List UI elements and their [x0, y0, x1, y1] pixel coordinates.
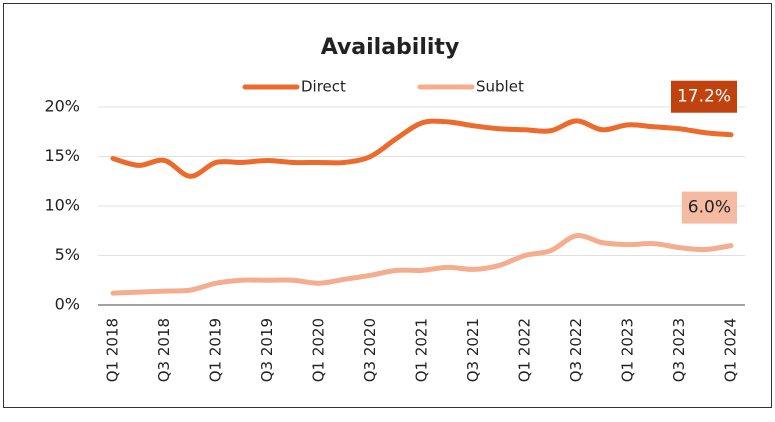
legend-label: Sublet — [476, 78, 524, 96]
x-tick-label: Q1 2024 — [722, 318, 740, 382]
value-label: 17.2% — [670, 80, 737, 113]
y-tick-label: 10% — [44, 196, 80, 215]
legend-label: Direct — [301, 78, 346, 96]
series-line — [110, 233, 734, 296]
value-label-box — [670, 80, 737, 113]
value-label: 6.0% — [681, 191, 737, 224]
x-tick-label: Q3 2021 — [464, 318, 482, 382]
x-tick-label: Q1 2021 — [413, 318, 431, 382]
chart-title: Availability — [321, 35, 460, 60]
y-tick-label: 20% — [44, 97, 80, 116]
value-label-text: 17.2% — [677, 87, 731, 107]
value-label-text: 6.0% — [688, 198, 731, 218]
y-tick-label: 5% — [55, 245, 80, 264]
x-tick-label: Q3 2020 — [361, 318, 379, 382]
value-label-box — [681, 191, 737, 224]
x-tick-label: Q3 2018 — [155, 318, 173, 382]
x-tick-label: Q1 2019 — [207, 318, 225, 382]
x-tick-label: Q1 2020 — [310, 318, 328, 382]
x-tick-label: Q1 2023 — [619, 318, 637, 382]
x-tick-label: Q1 2018 — [104, 318, 122, 382]
x-tick-label: Q3 2022 — [567, 318, 585, 382]
x-tick-label: Q3 2023 — [670, 318, 688, 382]
y-tick-label: 15% — [44, 146, 80, 165]
x-tick-label: Q1 2022 — [516, 318, 534, 382]
series-line — [110, 118, 734, 179]
x-tick-label: Q3 2019 — [258, 318, 276, 382]
y-tick-label: 0% — [55, 295, 80, 314]
